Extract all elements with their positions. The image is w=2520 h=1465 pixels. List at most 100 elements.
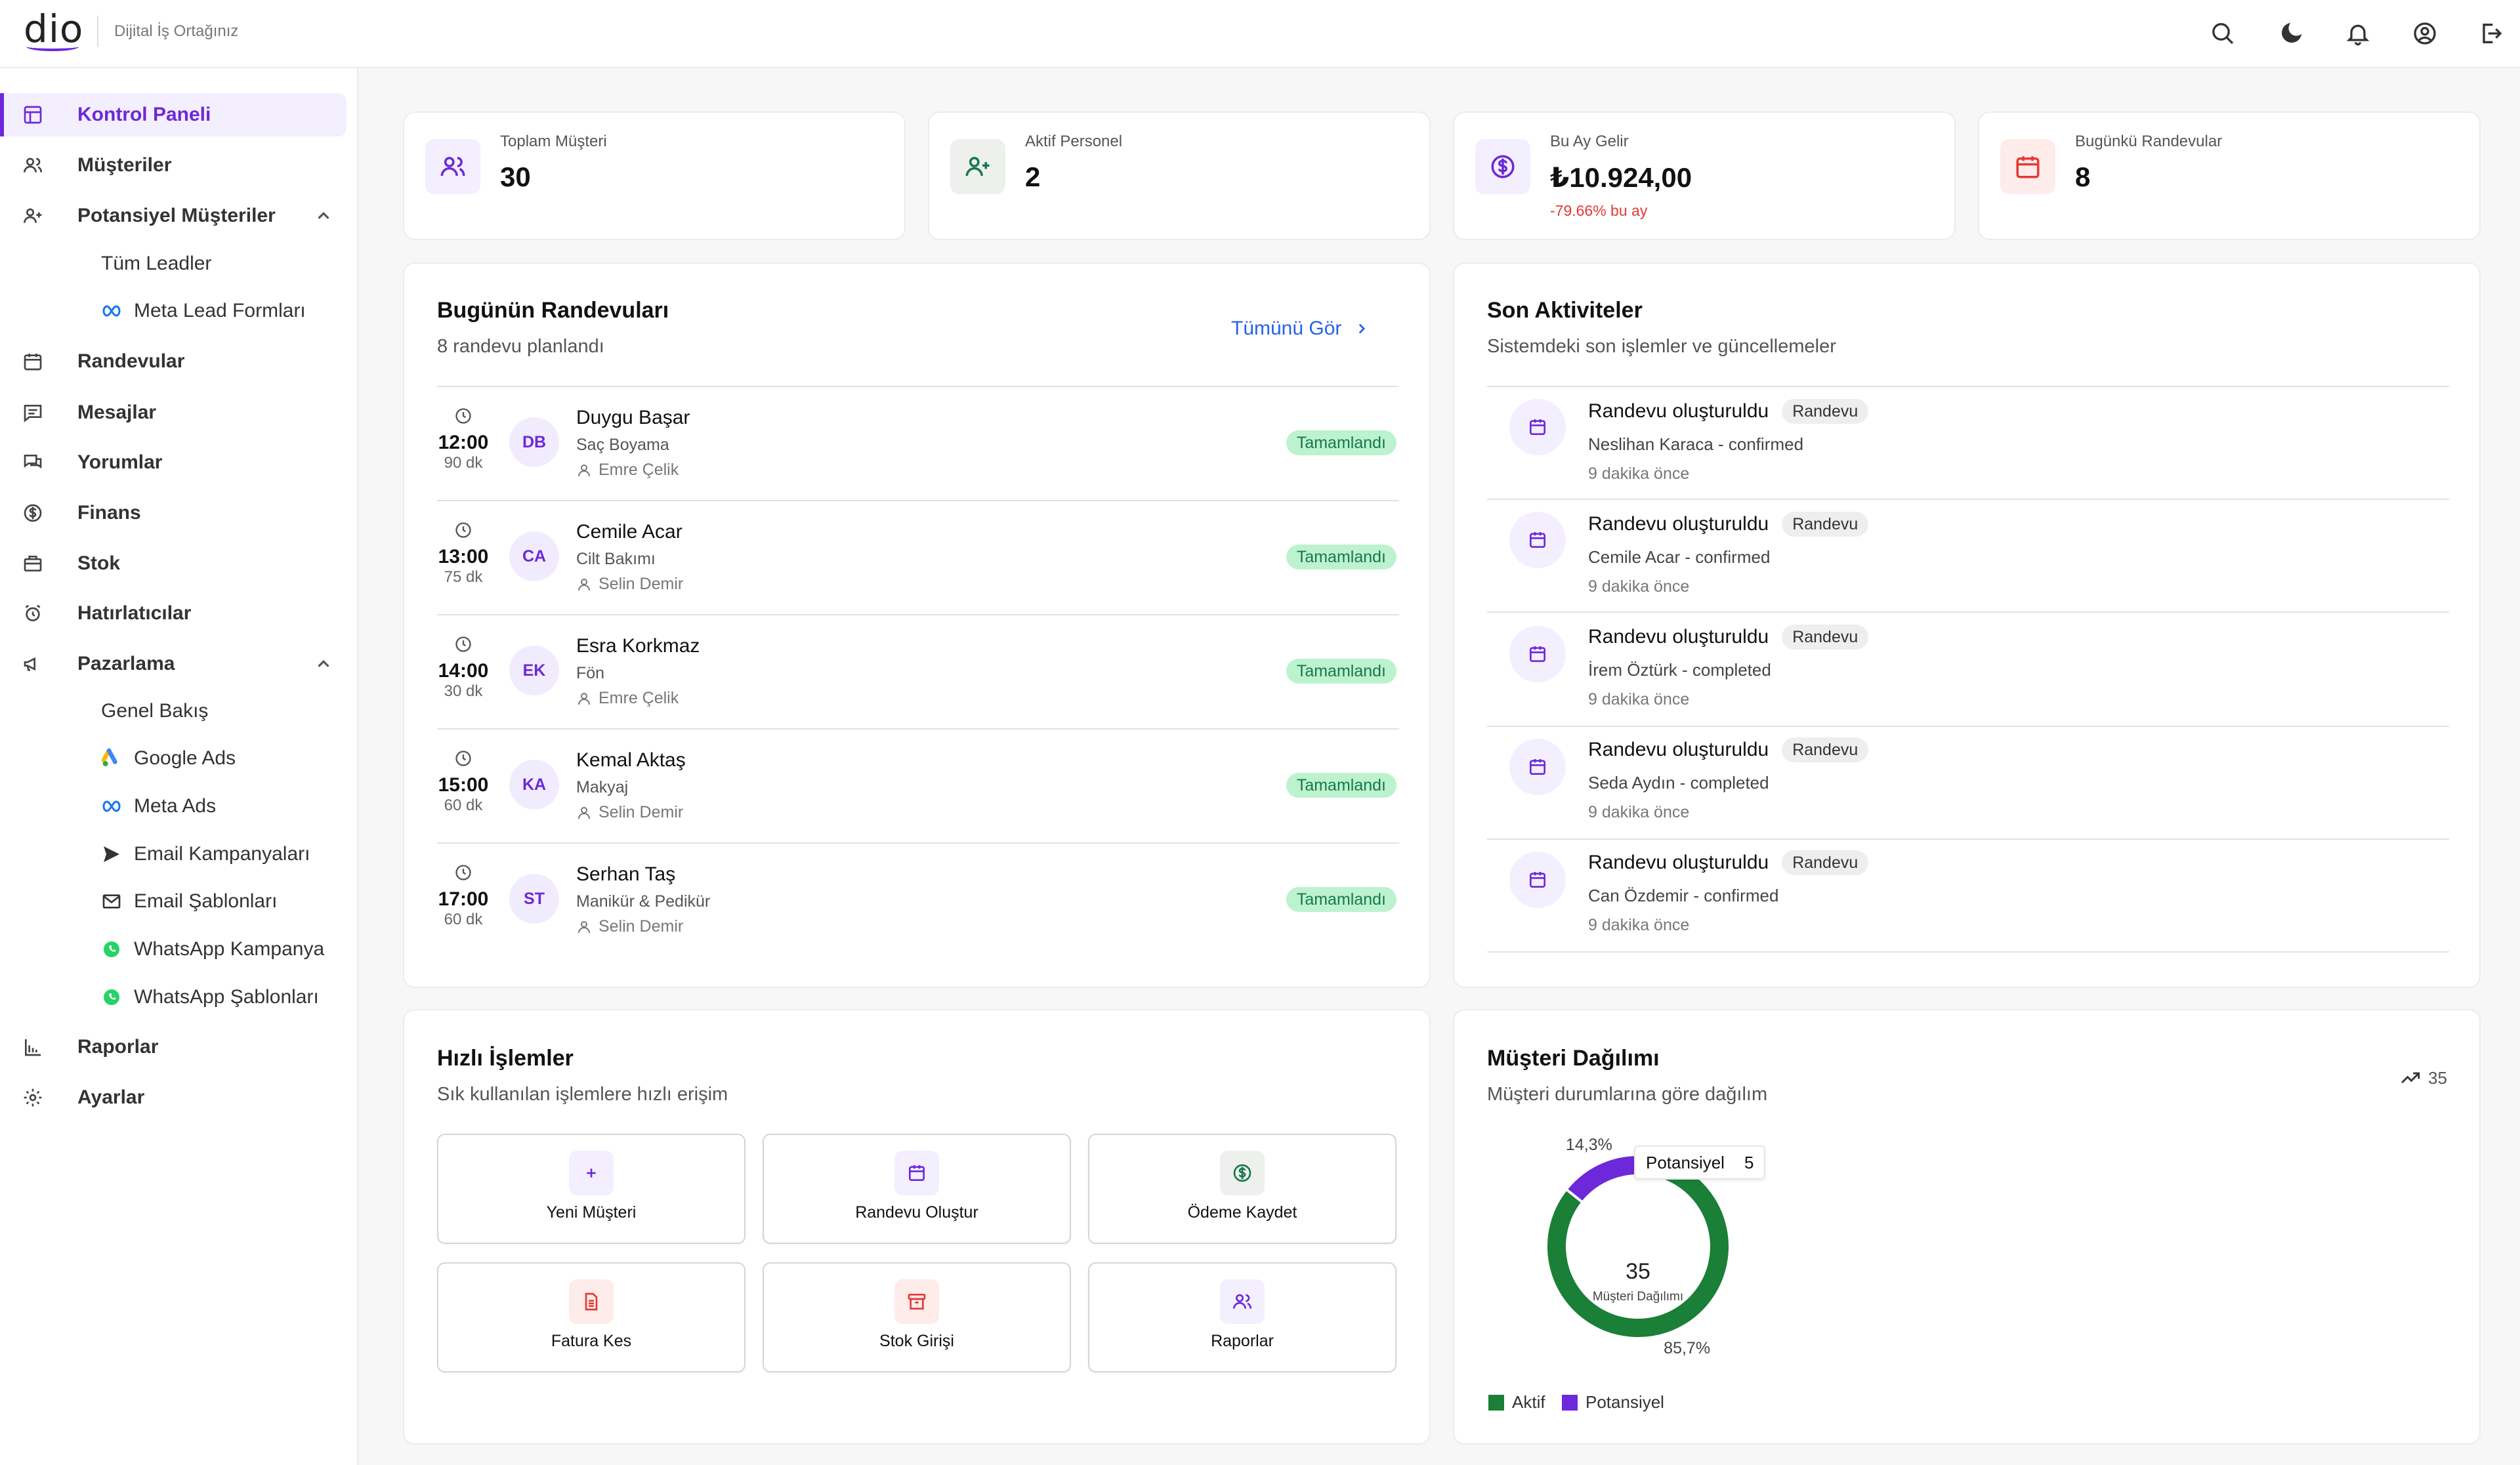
sidebar-item-label: Mesajlar xyxy=(77,402,157,423)
sidebar-subitem-genel-bakis[interactable]: Genel Bakış xyxy=(0,691,358,731)
stat-label: Bugünkü Randevular xyxy=(2075,133,2223,150)
legend-item-aktif[interactable]: Aktif xyxy=(1488,1392,1545,1413)
trend-indicator: 35 xyxy=(2399,1067,2447,1089)
avatar: EK xyxy=(509,646,559,695)
appointment-time: 17:00 60 dk xyxy=(438,888,489,928)
bell-icon[interactable] xyxy=(2342,17,2374,50)
users-icon xyxy=(1220,1279,1265,1324)
calendar-icon xyxy=(1509,512,1566,568)
button-label: Ödeme Kaydet xyxy=(1187,1203,1297,1222)
sidebar: Kontrol Paneli Müşteriler Potansiyel Müş… xyxy=(0,68,358,1465)
sidebar-item-yorumlar[interactable]: Yorumlar xyxy=(0,441,358,484)
view-all-label: Tümünü Gör xyxy=(1231,318,1342,339)
sidebar-item-finans[interactable]: Finans xyxy=(0,491,358,535)
divider xyxy=(437,728,1399,730)
stat-value: 30 xyxy=(500,161,531,192)
stat-card-today-appointments[interactable]: Bugünkü Randevular 8 xyxy=(1978,112,2481,240)
stat-card-active-staff[interactable]: Aktif Personel 2 xyxy=(928,112,1431,240)
divider xyxy=(437,614,1399,615)
message-icon xyxy=(21,401,45,424)
sidebar-subitem-label: WhatsApp Şablonları xyxy=(134,986,319,1008)
stat-value: ₺10.924,00 xyxy=(1550,162,1692,193)
sidebar-subitem-label: Tüm Leadler xyxy=(101,253,212,274)
mail-icon xyxy=(100,890,123,913)
logout-icon[interactable] xyxy=(2474,17,2507,50)
issue-invoice-button[interactable]: Fatura Kes xyxy=(437,1262,746,1372)
sidebar-item-label: Pazarlama xyxy=(77,653,175,674)
appointment-customer: Duygu Başar xyxy=(576,407,690,428)
slice-percent-label: 14,3% xyxy=(1566,1136,1612,1154)
search-icon[interactable] xyxy=(2206,17,2239,50)
appointment-time: 12:00 90 dk xyxy=(438,432,489,472)
sidebar-subitem-meta-ads[interactable]: Meta Ads xyxy=(0,787,358,826)
sidebar-item-potansiyel-musteriler[interactable]: Potansiyel Müşteriler xyxy=(0,194,358,237)
activity-description: Seda Aydın - completed xyxy=(1588,773,1769,793)
appointment-customer: Cemile Acar xyxy=(576,521,682,543)
sidebar-item-mesajlar[interactable]: Mesajlar xyxy=(0,391,358,434)
sidebar-item-hatirlaticilar[interactable]: Hatırlatıcılar xyxy=(0,592,358,635)
new-customer-button[interactable]: Yeni Müşteri xyxy=(437,1134,746,1244)
activity-description: Neslihan Karaca - confirmed xyxy=(1588,434,1804,454)
status-badge: Tamamlandı xyxy=(1286,659,1396,684)
sidebar-subitem-google-ads[interactable]: Google Ads xyxy=(0,739,358,778)
moon-icon[interactable] xyxy=(2275,17,2307,50)
donut-slice-aktif[interactable] xyxy=(1547,1156,1729,1337)
sidebar-item-raporlar[interactable]: Raporlar xyxy=(0,1025,358,1069)
appointment-service: Fön xyxy=(576,664,605,682)
sidebar-item-randevular[interactable]: Randevular xyxy=(0,340,358,383)
meta-icon xyxy=(100,299,123,323)
clock-icon xyxy=(454,407,474,426)
record-payment-button[interactable]: Ödeme Kaydet xyxy=(1088,1134,1396,1244)
sidebar-item-kontrol-paneli[interactable]: Kontrol Paneli xyxy=(0,93,358,136)
sidebar-item-ayarlar[interactable]: Ayarlar xyxy=(0,1076,358,1119)
activity-time: 9 dakika önce xyxy=(1588,690,1690,709)
sidebar-subitem-whatsapp-sablonlari[interactable]: WhatsApp Şablonları xyxy=(0,978,358,1017)
user-plus-icon xyxy=(21,204,45,228)
sidebar-subitem-whatsapp-kampanya[interactable]: WhatsApp Kampanya xyxy=(0,930,358,969)
button-label: Stok Girişi xyxy=(879,1332,954,1350)
calendar-icon xyxy=(894,1151,939,1195)
status-badge: Tamamlandı xyxy=(1286,430,1396,455)
stat-card-monthly-revenue[interactable]: Bu Ay Gelir ₺10.924,00 -79.66% bu ay xyxy=(1453,112,1956,240)
appointment-service: Cilt Bakımı xyxy=(576,550,656,568)
appointment-staff: Selin Demir xyxy=(576,575,683,594)
stat-card-total-customers[interactable]: Toplam Müşteri 30 xyxy=(403,112,906,240)
sidebar-item-pazarlama[interactable]: Pazarlama xyxy=(0,642,358,686)
status-badge: Tamamlandı xyxy=(1286,545,1396,569)
donut-slice-potansiyel[interactable] xyxy=(1567,1156,1639,1202)
plus-icon xyxy=(569,1151,614,1195)
view-all-link[interactable]: Tümünü Gör xyxy=(1231,318,1370,340)
calendar-icon xyxy=(1509,626,1566,682)
sidebar-subitem-email-kampanyalari[interactable]: Email Kampanyaları xyxy=(0,835,358,874)
stat-label: Toplam Müşteri xyxy=(500,133,607,150)
google-ads-icon xyxy=(100,747,123,770)
card-title: Son Aktiviteler xyxy=(1487,298,1643,323)
sidebar-item-label: Randevular xyxy=(77,350,185,372)
stock-entry-button[interactable]: Stok Girişi xyxy=(763,1262,1071,1372)
user-circle-icon[interactable] xyxy=(2408,17,2441,50)
whatsapp-icon xyxy=(100,938,123,961)
legend-item-potansiyel[interactable]: Potansiyel xyxy=(1562,1392,1664,1413)
user-icon xyxy=(578,692,590,705)
sidebar-subitem-email-sablonlari[interactable]: Email Şablonları xyxy=(0,882,358,921)
create-appointment-button[interactable]: Randevu Oluştur xyxy=(763,1134,1071,1244)
avatar: KA xyxy=(509,760,559,810)
gear-icon xyxy=(21,1086,45,1109)
sidebar-subitem-label: Google Ads xyxy=(134,747,236,769)
sidebar-subitem-tum-leadler[interactable]: Tüm Leadler xyxy=(0,244,358,283)
donut-chart[interactable]: 85,7% 14,3% 35 Müşteri Dağılımı xyxy=(1507,1115,1769,1391)
user-icon xyxy=(578,464,590,476)
chevron-up-icon[interactable] xyxy=(314,206,333,226)
chevron-up-icon[interactable] xyxy=(314,654,333,674)
sidebar-item-stok[interactable]: Stok xyxy=(0,542,358,585)
activity-title: Randevu oluşturuldu Randevu xyxy=(1588,512,1869,537)
sidebar-subitem-meta-lead-formlari[interactable]: Meta Lead Formları xyxy=(0,291,358,331)
reports-button[interactable]: Raporlar xyxy=(1088,1262,1396,1372)
stat-value: 2 xyxy=(1025,161,1041,192)
activity-time: 9 dakika önce xyxy=(1588,803,1690,821)
divider xyxy=(1487,386,2449,387)
appointment-time: 15:00 60 dk xyxy=(438,774,489,814)
legend-swatch xyxy=(1562,1394,1578,1411)
chevron-right-icon xyxy=(1359,323,1366,334)
sidebar-item-musteriler[interactable]: Müşteriler xyxy=(0,144,358,187)
